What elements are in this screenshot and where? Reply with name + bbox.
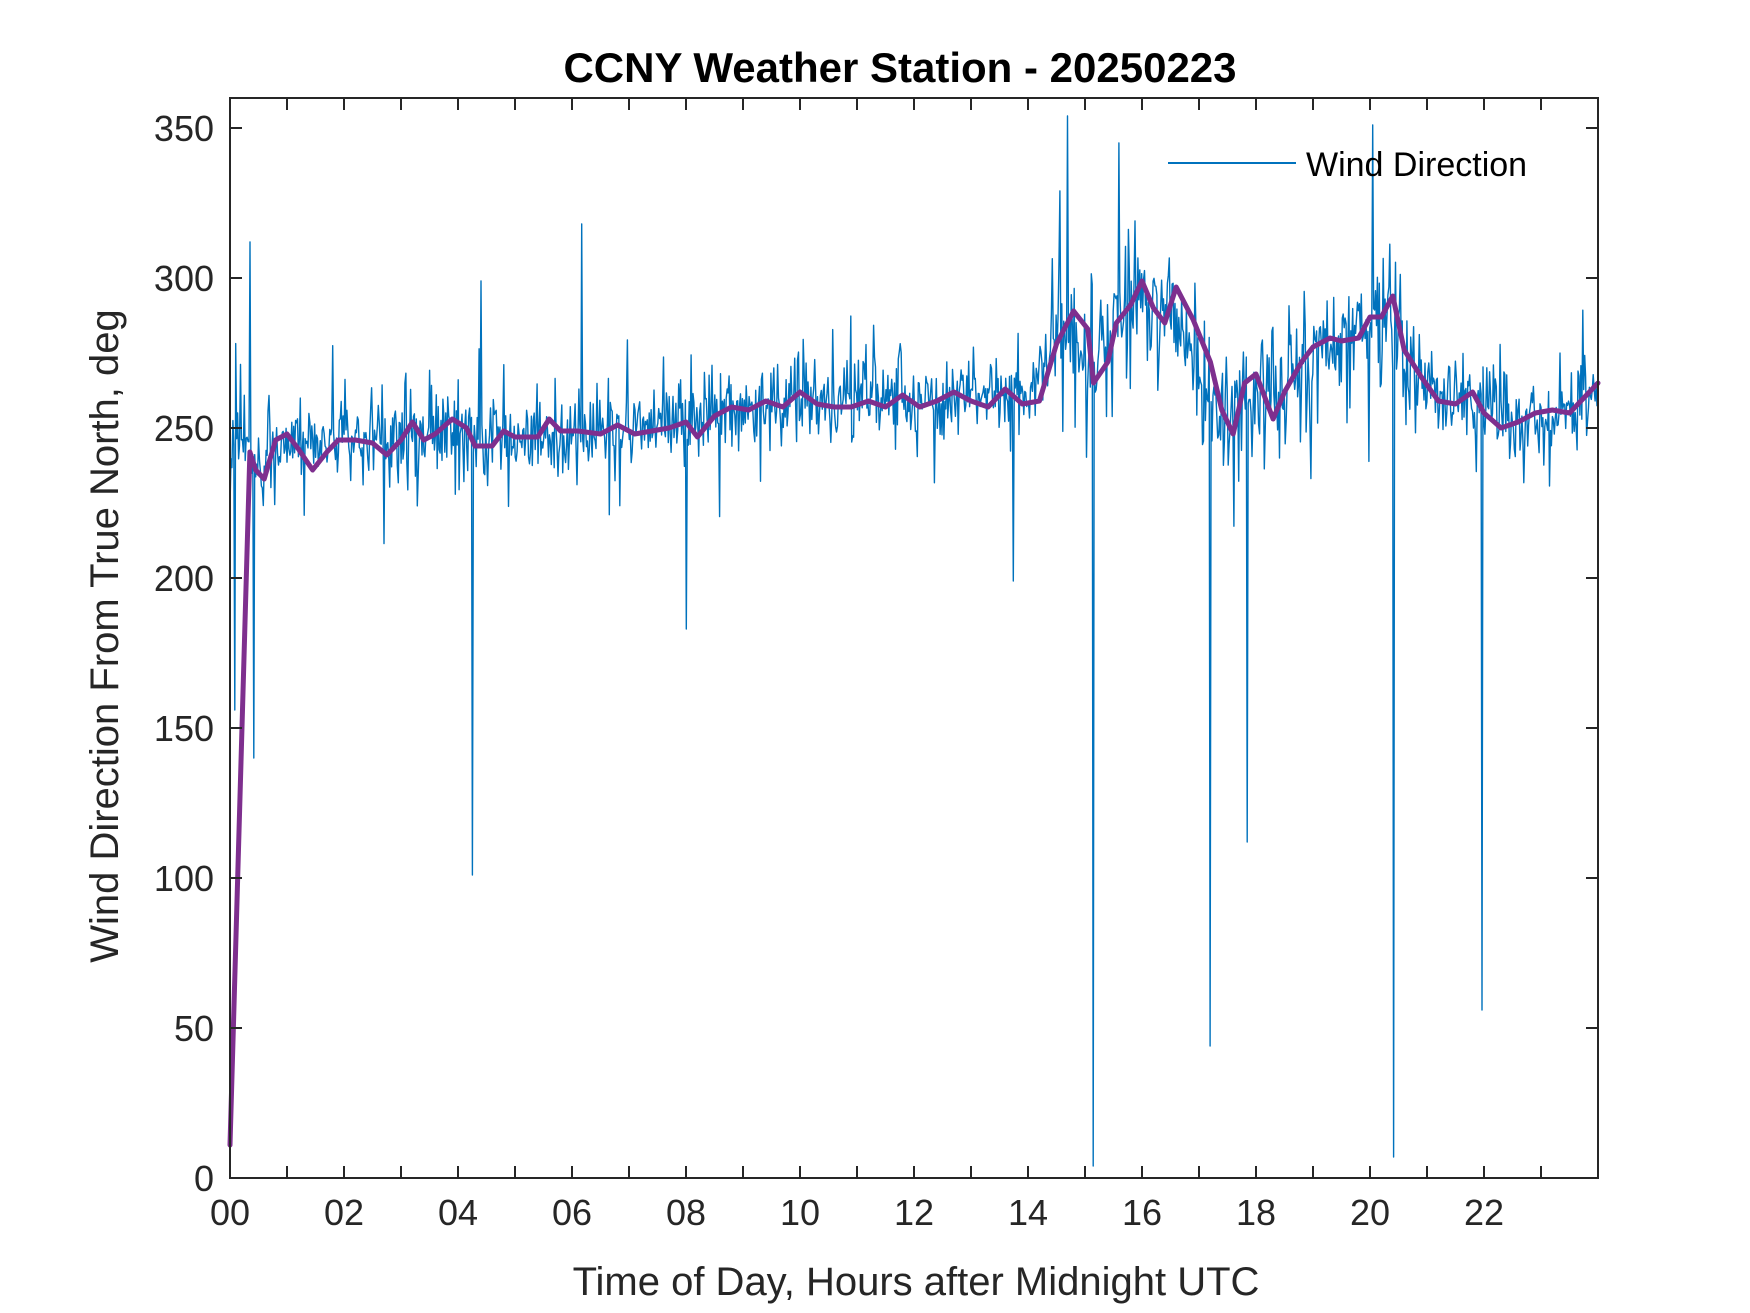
y-tick-label: 300 xyxy=(154,258,214,299)
x-tick-label: 18 xyxy=(1236,1192,1276,1233)
y-tick-label: 0 xyxy=(194,1158,214,1199)
x-tick-label: 22 xyxy=(1464,1192,1504,1233)
x-tick-label: 02 xyxy=(324,1192,364,1233)
chart-title: CCNY Weather Station - 20250223 xyxy=(563,44,1236,91)
ticks xyxy=(230,98,1598,1179)
x-axis-label: Time of Day, Hours after Midnight UTC xyxy=(573,1260,1260,1304)
x-tick-label: 12 xyxy=(894,1192,934,1233)
legend-entry-wind-direction: Wind Direction xyxy=(1306,146,1527,184)
y-tick-label: 150 xyxy=(154,708,214,749)
x-tick-label: 14 xyxy=(1008,1192,1048,1233)
y-tick-label: 200 xyxy=(154,558,214,599)
y-tick-label: 50 xyxy=(174,1008,214,1049)
x-tick-label: 20 xyxy=(1350,1192,1390,1233)
tick-labels: 00 02 04 06 08 10 12 14 16 18 20 22 0 50 100 150 200 250 3… xyxy=(154,108,1504,1233)
plot-background xyxy=(230,98,1598,1178)
x-tick-label: 08 xyxy=(666,1192,706,1233)
y-axis-label: Wind Direction From True North, deg xyxy=(83,309,127,963)
y-tick-label: 250 xyxy=(154,408,214,449)
series-running-mean-line xyxy=(227,278,1601,1148)
x-tick-label: 00 xyxy=(210,1192,250,1233)
series-wind-direction-line xyxy=(229,115,1599,1167)
plot-area xyxy=(227,98,1601,1178)
y-tick-label: 350 xyxy=(154,108,214,149)
x-tick-label: 04 xyxy=(438,1192,478,1233)
legend: Wind Direction xyxy=(1168,146,1527,184)
x-tick-label: 10 xyxy=(780,1192,820,1233)
series-layer xyxy=(227,115,1601,1167)
y-tick-label: 100 xyxy=(154,858,214,899)
x-tick-label: 16 xyxy=(1122,1192,1162,1233)
x-tick-label: 06 xyxy=(552,1192,592,1233)
